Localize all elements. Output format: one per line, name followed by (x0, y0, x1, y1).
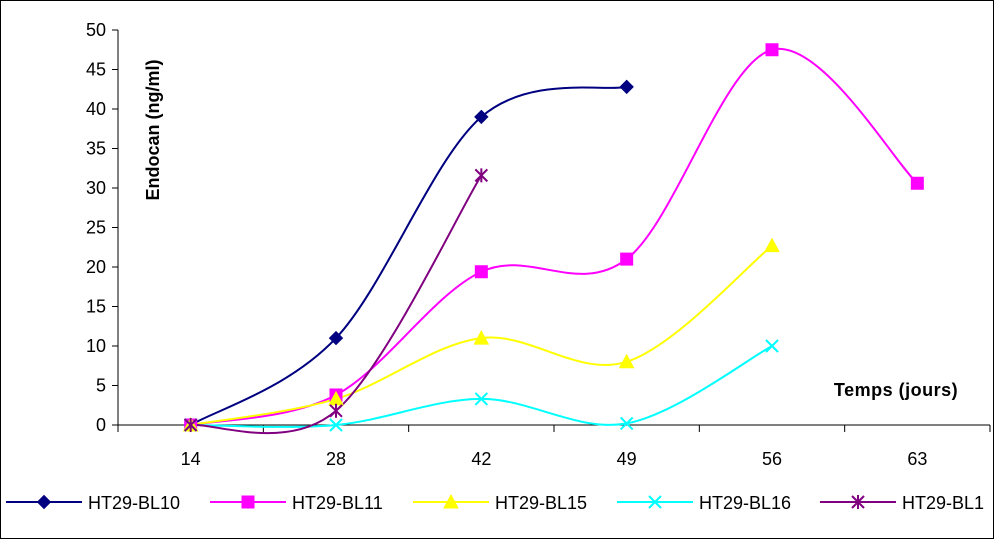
legend-marker-4 (851, 495, 865, 509)
axes: 0 5 10 15 20 25 30 35 40 45 50 14 28 42 49 56 63 (86, 20, 991, 469)
legend-item-4: HT29-BL1 (820, 493, 984, 513)
y-tick-label-8: 40 (86, 99, 106, 119)
y-tick-label-9: 45 (86, 60, 106, 80)
legend-marker-0 (36, 494, 52, 510)
legend-label-4: HT29-BL1 (902, 493, 984, 513)
legend-marker-2 (443, 493, 459, 509)
data-point-2-3 (618, 353, 635, 369)
series-line-4 (190, 174, 483, 435)
legend-label-1: HT29-BL11 (292, 493, 383, 513)
legend-item-0: HT29-BL10 (6, 493, 180, 513)
legend-label-0: HT29-BL10 (88, 493, 180, 513)
series-markers (182, 43, 924, 433)
data-point-4-0 (183, 418, 198, 432)
data-point-4-2 (474, 168, 489, 183)
legend-item-3: HT29-BL16 (617, 493, 791, 513)
x-tick-label-4: 56 (762, 449, 782, 469)
data-point-1-4 (765, 43, 779, 57)
data-point-1-3 (620, 252, 634, 266)
data-point-3-2 (474, 392, 489, 406)
data-point-0-2 (474, 109, 489, 125)
data-point-3-4 (765, 339, 779, 353)
y-tick-label-4: 20 (86, 257, 106, 277)
series-line-0 (190, 85, 627, 426)
legend-marker-3 (648, 495, 662, 509)
legend-label-2: HT29-BL15 (495, 493, 587, 513)
x-tick-label-5: 63 (907, 449, 927, 469)
data-point-0-1 (328, 330, 344, 346)
series-lines (190, 47, 919, 435)
y-tick-label-3: 15 (86, 297, 106, 317)
legend-marker-1 (241, 495, 255, 509)
data-point-4-1 (329, 403, 343, 418)
y-tick-label-7: 35 (86, 139, 106, 159)
x-tick-label-0: 14 (181, 449, 201, 469)
data-point-1-2 (474, 265, 488, 279)
y-tick-label-6: 30 (86, 178, 106, 198)
legend-item-2: HT29-BL15 (413, 493, 587, 513)
legend-label-3: HT29-BL16 (699, 493, 791, 513)
x-axis-title: Temps (jours) (834, 380, 958, 400)
x-tick-label-2: 42 (471, 449, 491, 469)
data-point-2-2 (473, 330, 490, 345)
x-tick-label-1: 28 (326, 449, 346, 469)
x-tick-label-3: 49 (617, 449, 637, 469)
y-tick-label-5: 25 (86, 218, 106, 238)
y-tick-label-10: 50 (86, 20, 106, 40)
data-point-1-5 (910, 176, 924, 190)
data-point-3-3 (619, 416, 634, 431)
data-point-0-3 (619, 79, 634, 95)
legend-item-1: HT29-BL11 (210, 493, 383, 513)
y-tick-label-1: 5 (96, 376, 106, 396)
y-tick-label-2: 10 (86, 336, 106, 356)
y-axis-title: Endocan (ng/ml) (143, 60, 163, 201)
y-tick-label-0: 0 (96, 415, 106, 435)
data-point-3-1 (329, 418, 343, 432)
data-point-2-4 (764, 237, 780, 253)
legend: HT29-BL10 HT29-BL11 HT29-BL15 HT29-BL16 HT29… (6, 493, 984, 513)
